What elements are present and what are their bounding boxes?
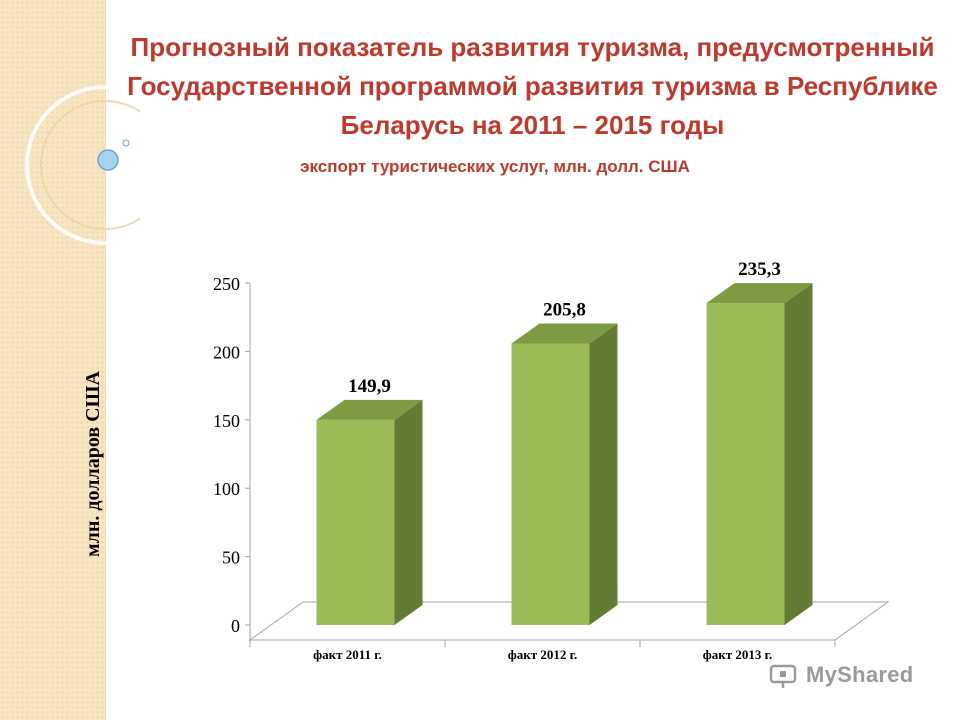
y-axis-label: млн. долларов США: [82, 371, 104, 557]
bar-side: [589, 323, 618, 625]
x-tick-label: факт 2012 г.: [508, 647, 578, 662]
x-tick-label: факт 2013 г.: [703, 647, 773, 662]
y-tick-label: 250: [213, 274, 240, 294]
decorative-circles: [25, 85, 140, 245]
y-tick-label: 150: [213, 411, 240, 431]
bar-chart: 0 50 100 150 200 250 149,9 факт 2011 г. 205,8 фа…: [213, 259, 890, 662]
bar: [706, 303, 785, 625]
watermark-text: MyShared: [806, 662, 914, 687]
bar-top: [511, 323, 618, 344]
y-tick-label: 0: [231, 616, 240, 636]
bar-top: [706, 283, 813, 304]
watermark: MyShared: [768, 658, 914, 692]
decorative-side-band: [0, 0, 106, 720]
bar: [511, 343, 590, 625]
bar-side: [784, 283, 813, 625]
bar-top: [316, 399, 423, 420]
data-label: 149,9: [348, 376, 391, 397]
chart-subtitle: экспорт туристических услуг, млн. долл. …: [300, 157, 690, 176]
data-label: 235,3: [738, 259, 781, 280]
bar: [316, 419, 395, 625]
y-tick-label: 200: [213, 342, 240, 362]
blue-bubble: [97, 149, 119, 171]
y-tick-label: 50: [222, 548, 240, 568]
presentation-icon: [769, 664, 797, 688]
page-title: Прогнозный показатель развития туризма, …: [127, 32, 938, 140]
data-label: 205,8: [543, 299, 586, 320]
y-tick-label: 100: [213, 479, 240, 499]
x-tick-label: факт 2011 г.: [313, 647, 382, 662]
bar-side: [394, 399, 423, 625]
